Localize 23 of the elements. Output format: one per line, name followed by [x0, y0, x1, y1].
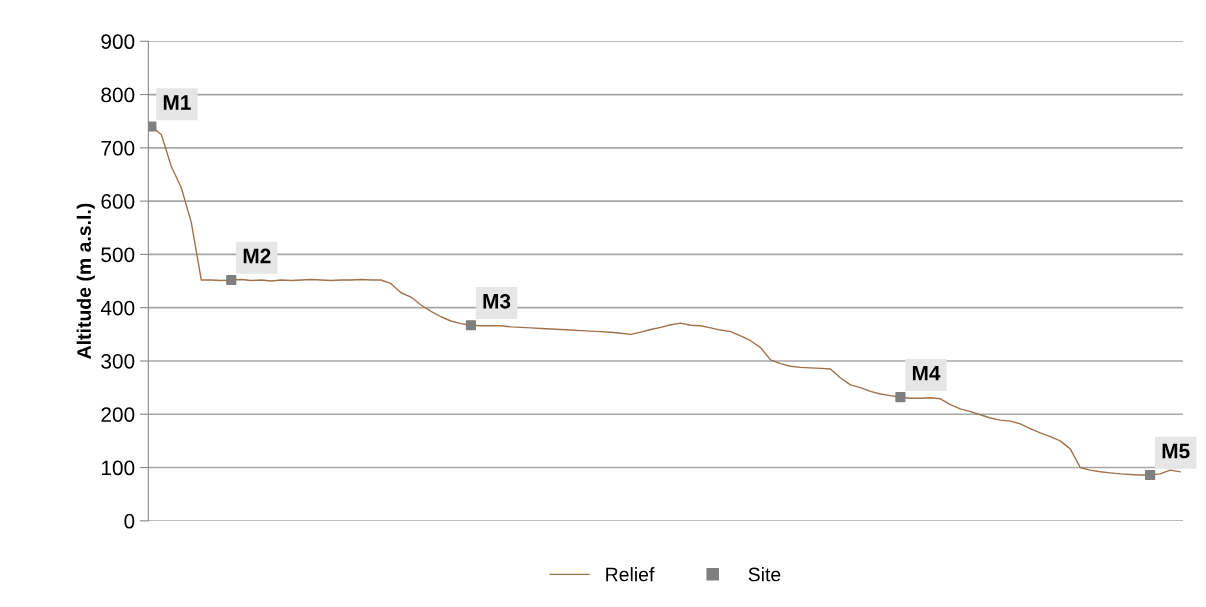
- y-tick-label: 0: [124, 513, 135, 529]
- y-tick-label: 700: [101, 140, 135, 156]
- data-label: M5: [1162, 443, 1190, 459]
- legend-label: Relief: [606, 567, 655, 582]
- y-tick-label: 200: [101, 407, 135, 422]
- point: [1145, 469, 1156, 481]
- data-label: M4: [912, 366, 941, 381]
- y-tick-label: 300: [101, 353, 135, 369]
- y-tick-label: 800: [101, 87, 135, 103]
- y-tick-label: 500: [101, 247, 135, 263]
- data-label: M2: [243, 248, 271, 264]
- y-tick-label: 600: [101, 194, 135, 209]
- point: [226, 274, 237, 286]
- data-label: M1: [163, 95, 191, 110]
- point: [465, 320, 477, 331]
- point: [148, 121, 157, 132]
- y-axis-title: Altitude (m a.s.l.): [76, 203, 95, 359]
- y-tick-label: 100: [101, 460, 135, 476]
- legend-label: Site: [748, 567, 781, 582]
- point: [895, 392, 906, 403]
- y-tick-label: 400: [100, 300, 135, 316]
- y-tick-label: 900: [101, 34, 135, 50]
- data-label: M3: [483, 293, 511, 309]
